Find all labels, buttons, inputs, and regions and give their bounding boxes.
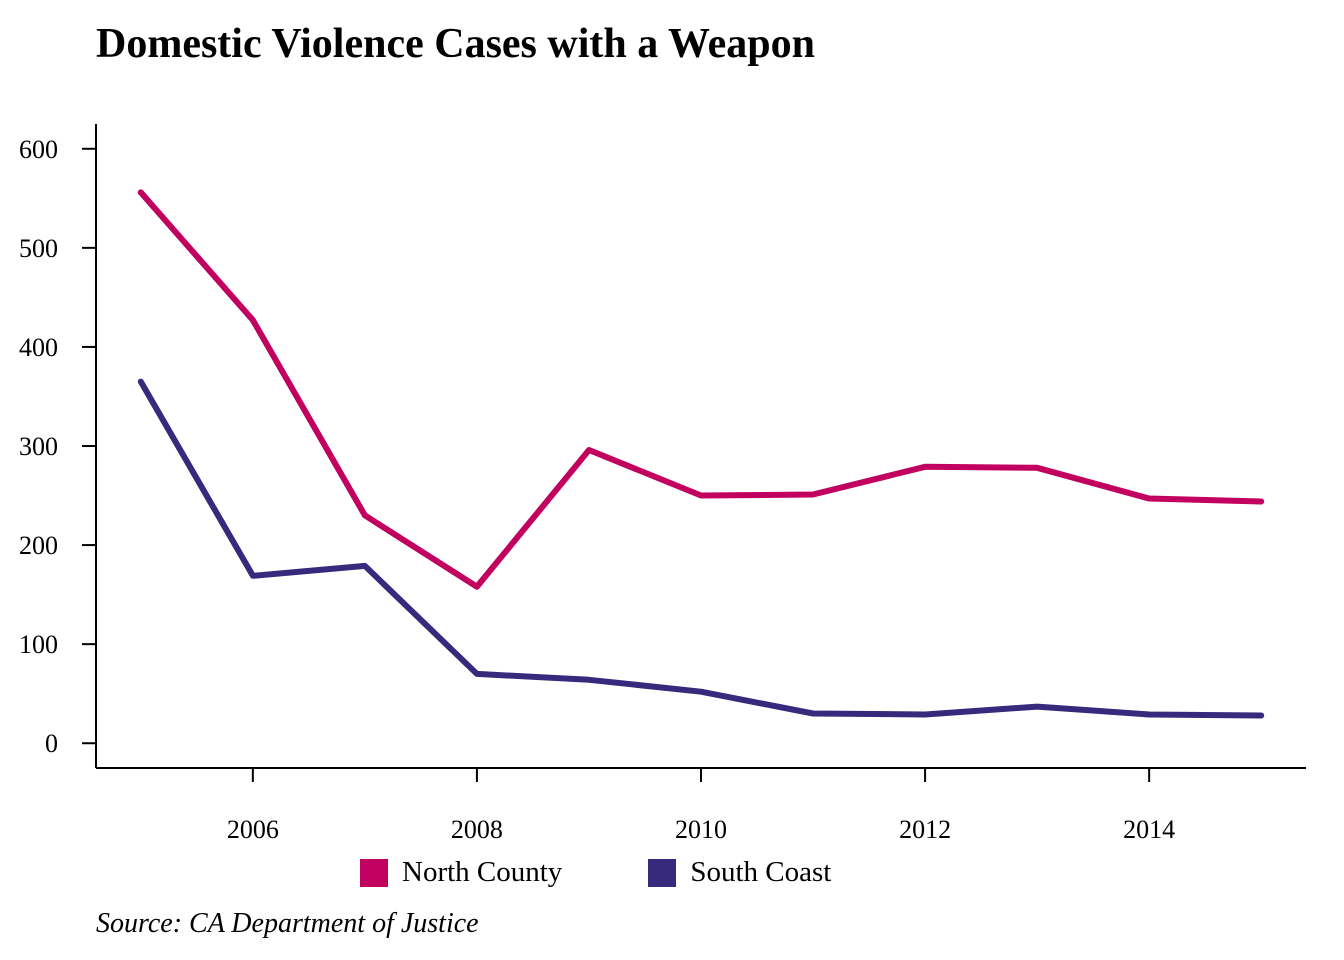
x-tick-label: 2010 xyxy=(675,815,727,844)
y-tick-label: 300 xyxy=(19,432,58,461)
y-tick-label: 400 xyxy=(19,333,58,362)
chart-axes: 0 100 200 300 400 500 600 2006 2008 2010 2012 2014 xyxy=(19,124,1306,844)
legend-item-south-coast: South Coast xyxy=(648,856,831,889)
y-tick-label: 0 xyxy=(45,729,58,758)
y-tick-label: 200 xyxy=(19,531,58,560)
x-tick-label: 2012 xyxy=(899,815,951,844)
chart-legend: North County South Coast xyxy=(360,856,917,889)
chart-lines xyxy=(137,189,1265,719)
source-note: Source: CA Department of Justice xyxy=(96,908,479,939)
legend-swatch-north-county xyxy=(360,858,388,887)
chart-title: Domestic Violence Cases with a Weapon xyxy=(96,21,816,67)
y-tick-label: 600 xyxy=(19,135,58,164)
series-line-north-county xyxy=(137,189,1265,590)
x-tick-label: 2014 xyxy=(1123,815,1175,844)
x-tick-label: 2006 xyxy=(227,815,279,844)
series-line-south-coast xyxy=(137,378,1265,719)
legend-swatch-south-coast xyxy=(648,858,677,887)
x-tick-label: 2008 xyxy=(451,815,503,844)
y-tick-label: 500 xyxy=(19,234,58,263)
legend-label-north-county: North County xyxy=(402,856,563,888)
legend-item-north-county: North County xyxy=(360,856,562,889)
legend-label-south-coast: South Coast xyxy=(690,856,832,888)
y-tick-label: 100 xyxy=(19,630,58,659)
